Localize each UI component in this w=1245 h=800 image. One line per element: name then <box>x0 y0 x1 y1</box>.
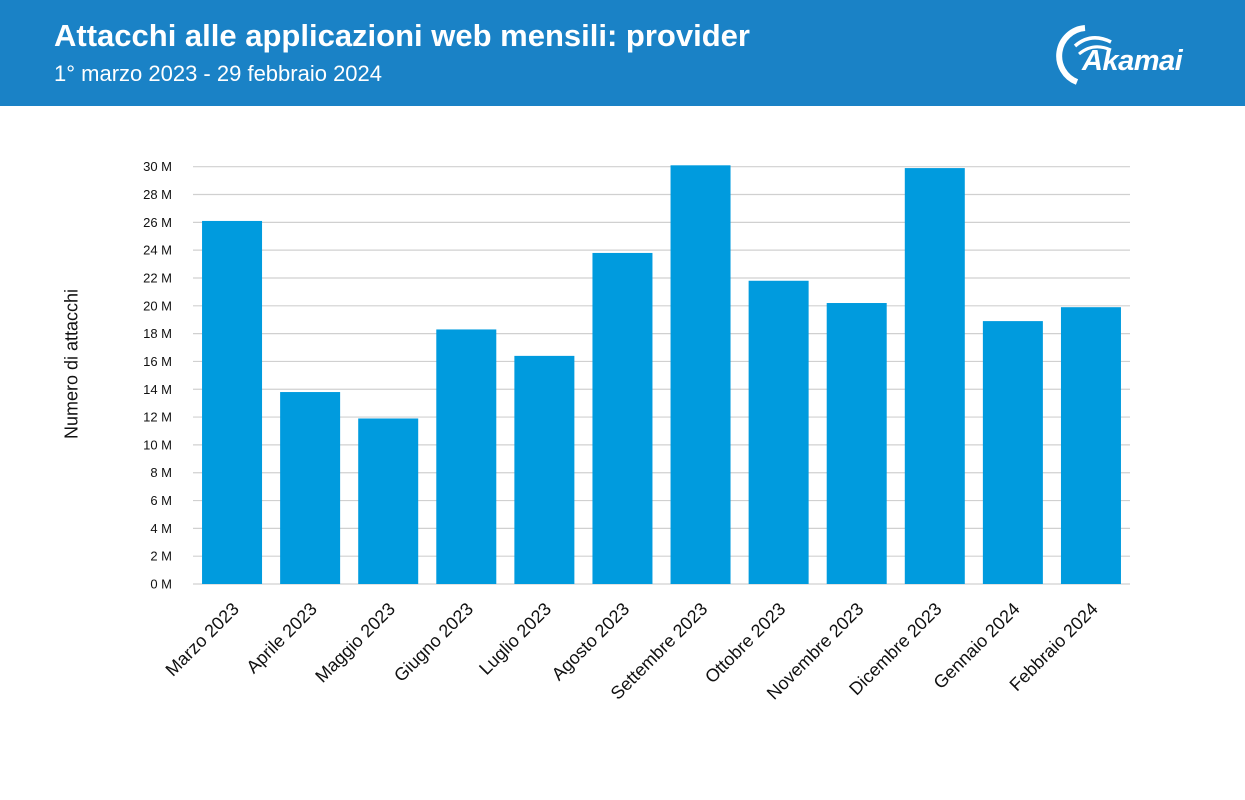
y-tick-label: 4 M <box>150 521 172 536</box>
y-tick-label: 14 M <box>143 382 172 397</box>
y-tick-label: 24 M <box>143 243 172 258</box>
bar <box>436 329 497 584</box>
bar <box>982 321 1043 584</box>
y-tick-label: 20 M <box>143 298 172 313</box>
header-banner: Attacchi alle applicazioni web mensili: … <box>0 0 1245 106</box>
bar <box>670 165 731 584</box>
bar <box>202 220 263 584</box>
bar <box>826 303 887 584</box>
x-tick-label: Aprile 2023 <box>242 599 321 678</box>
bar <box>1060 307 1121 584</box>
x-tick-label: Giugno 2023 <box>390 599 477 686</box>
logo-text: Akamai <box>1082 45 1183 77</box>
x-tick-label: Agosto 2023 <box>548 599 634 685</box>
y-tick-label: 6 M <box>150 493 172 508</box>
x-tick-label: Marzo 2023 <box>162 599 243 680</box>
y-tick-label: 30 M <box>143 159 172 174</box>
bar <box>514 355 575 584</box>
y-tick-label: 10 M <box>143 437 172 452</box>
bar <box>904 168 965 584</box>
y-tick-label: 2 M <box>150 549 172 564</box>
y-tick-label: 26 M <box>143 215 172 230</box>
y-tick-label: 12 M <box>143 410 172 425</box>
x-tick-label: Ottobre 2023 <box>701 599 789 687</box>
chart-subtitle: 1° marzo 2023 - 29 febbraio 2024 <box>54 61 383 86</box>
chart-title: Attacchi alle applicazioni web mensili: … <box>54 18 750 53</box>
y-tick-label: 16 M <box>143 354 172 369</box>
y-tick-label: 0 M <box>150 577 172 592</box>
bar <box>358 418 419 584</box>
bar <box>592 252 653 584</box>
y-tick-label: 18 M <box>143 326 172 341</box>
bar <box>280 392 341 584</box>
bar-chart: 0 M 2 M 4 M 6 M 8 M 10 M 12 M 14 M 16 M 18 M 20 M 2… <box>143 159 1130 703</box>
akamai-logo: Akamai <box>1055 22 1205 88</box>
bar <box>748 280 809 584</box>
x-tick-label: Maggio 2023 <box>311 599 399 687</box>
y-tick-label: 8 M <box>150 465 172 480</box>
y-tick-label: 28 M <box>143 187 172 202</box>
akamai-wave-icon <box>1056 25 1112 85</box>
y-tick-label: 22 M <box>143 270 172 285</box>
x-tick-label: Luglio 2023 <box>475 599 555 679</box>
